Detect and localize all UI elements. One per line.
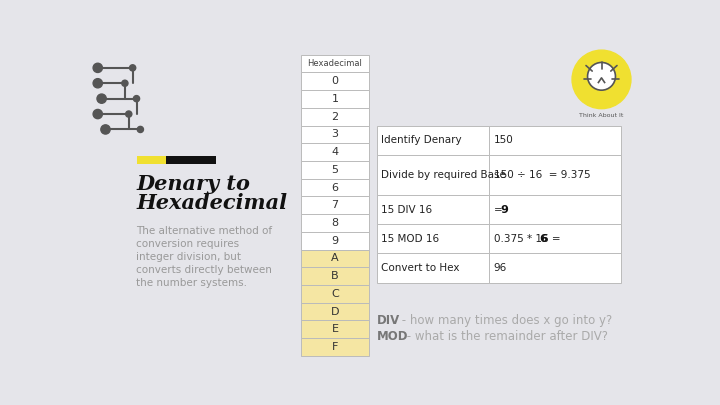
Text: =: = [494, 205, 505, 215]
Text: 6: 6 [539, 234, 547, 244]
Bar [301, 72, 369, 90]
Circle shape [126, 111, 132, 117]
Bar [301, 90, 369, 108]
Text: conversion requires: conversion requires [137, 239, 240, 249]
Text: Denary to: Denary to [137, 174, 251, 194]
Bar [301, 55, 369, 72]
Text: Divide by required Base: Divide by required Base [382, 170, 506, 180]
Bar [301, 303, 369, 320]
Text: 8: 8 [331, 218, 338, 228]
Bar [301, 126, 369, 143]
Circle shape [97, 94, 107, 103]
Bar [596, 90, 607, 94]
Bar [377, 254, 489, 283]
Bar [301, 320, 369, 338]
Text: C: C [331, 289, 339, 299]
Bar [301, 143, 369, 161]
Bar [489, 254, 621, 283]
Circle shape [94, 80, 101, 86]
Text: D: D [330, 307, 339, 317]
Circle shape [588, 62, 616, 90]
Text: The alternative method of: The alternative method of [137, 226, 273, 236]
Bar [489, 224, 621, 254]
Bar [301, 267, 369, 285]
Text: Identify Denary: Identify Denary [382, 135, 462, 145]
Bar [166, 156, 216, 164]
Bar [377, 155, 489, 195]
Bar [301, 232, 369, 249]
Text: 4: 4 [331, 147, 338, 157]
Circle shape [133, 96, 140, 102]
Bar [301, 249, 369, 267]
Text: 3: 3 [331, 130, 338, 139]
Bar [489, 155, 621, 195]
Text: 1: 1 [331, 94, 338, 104]
Text: Hexadecimal: Hexadecimal [137, 193, 287, 213]
Text: Hexadecimal: Hexadecimal [307, 59, 362, 68]
Bar [489, 195, 621, 224]
Text: Think About It: Think About It [580, 113, 624, 117]
Text: 0.375 * 16 =: 0.375 * 16 = [494, 234, 564, 244]
Text: 5: 5 [331, 165, 338, 175]
Text: - what is the remainder after DIV?: - what is the remainder after DIV? [403, 330, 608, 343]
Bar [489, 126, 621, 155]
Text: 2: 2 [331, 112, 338, 122]
Text: 7: 7 [331, 200, 338, 210]
Circle shape [102, 126, 109, 132]
Text: 9: 9 [500, 205, 508, 215]
Circle shape [93, 109, 102, 119]
Bar [377, 224, 489, 254]
Bar [377, 126, 489, 155]
Circle shape [130, 65, 136, 71]
Circle shape [138, 126, 143, 132]
Text: A: A [331, 254, 338, 263]
Text: F: F [332, 342, 338, 352]
Bar [301, 161, 369, 179]
Bar [377, 195, 489, 224]
Text: E: E [331, 324, 338, 334]
Circle shape [99, 96, 104, 102]
Text: converts directly between: converts directly between [137, 265, 272, 275]
Circle shape [93, 63, 102, 72]
Text: 15 DIV 16: 15 DIV 16 [382, 205, 433, 215]
Circle shape [93, 79, 102, 88]
Text: 0: 0 [331, 76, 338, 86]
Circle shape [101, 125, 110, 134]
Text: 150: 150 [494, 135, 513, 145]
Bar [301, 108, 369, 126]
Bar [301, 196, 369, 214]
Bar [301, 338, 369, 356]
Text: the number systems.: the number systems. [137, 278, 248, 288]
Text: 96: 96 [494, 263, 507, 273]
Text: 9: 9 [331, 236, 338, 246]
Circle shape [572, 50, 631, 109]
Bar [137, 156, 168, 164]
Bar [301, 285, 369, 303]
Circle shape [94, 65, 101, 71]
Bar [301, 214, 369, 232]
Text: MOD: MOD [377, 330, 408, 343]
Text: 15 MOD 16: 15 MOD 16 [382, 234, 439, 244]
Bar [596, 94, 607, 97]
Text: 6: 6 [331, 183, 338, 193]
Text: 150 ÷ 16  = 9.375: 150 ÷ 16 = 9.375 [494, 170, 590, 180]
Text: integer division, but: integer division, but [137, 252, 241, 262]
Circle shape [122, 80, 128, 86]
Text: - how many times does x go into y?: - how many times does x go into y? [398, 314, 613, 327]
Text: DIV: DIV [377, 314, 400, 327]
Text: B: B [331, 271, 338, 281]
Circle shape [94, 111, 101, 117]
Text: Convert to Hex: Convert to Hex [382, 263, 460, 273]
Bar [301, 179, 369, 196]
